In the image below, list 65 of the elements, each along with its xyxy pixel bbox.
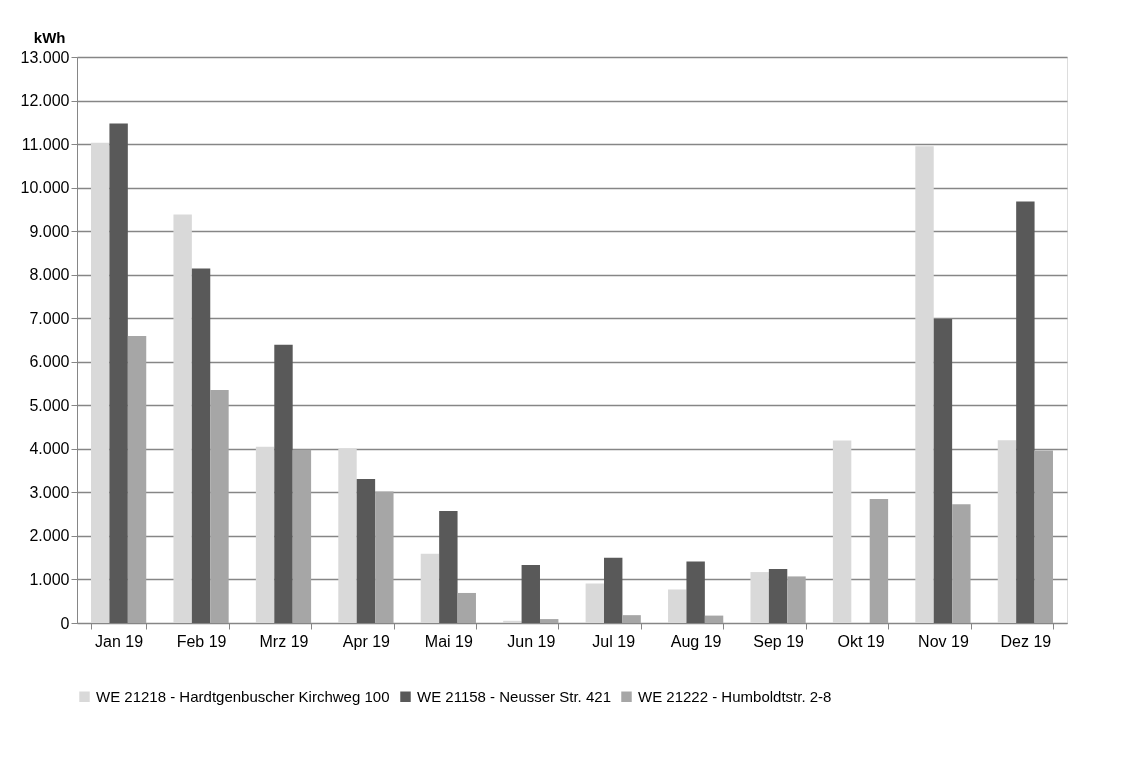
bar xyxy=(457,592,476,623)
y-tick-label: 8.000 xyxy=(29,266,70,284)
bar xyxy=(356,478,376,623)
x-tick-label: Mrz 19 xyxy=(259,632,309,650)
y-tick-label: 9.000 xyxy=(29,222,70,240)
bar xyxy=(622,615,641,623)
bar xyxy=(952,504,971,623)
bar xyxy=(704,615,724,623)
bar xyxy=(173,214,192,623)
bar xyxy=(915,146,934,623)
bar xyxy=(127,336,147,623)
bar xyxy=(521,565,540,623)
bar xyxy=(668,589,687,623)
bar xyxy=(997,440,1017,623)
legend-label: WE 21158 - Neusser Str. 421 xyxy=(417,687,611,705)
y-tick-label: 1.000 xyxy=(29,570,70,588)
bar xyxy=(338,448,357,623)
bar xyxy=(1034,450,1053,623)
x-tick-label: Mai 19 xyxy=(424,632,473,650)
bar xyxy=(869,498,889,623)
bar xyxy=(750,572,769,623)
bar xyxy=(255,446,275,623)
bar xyxy=(604,557,623,623)
bar xyxy=(420,553,440,623)
bar xyxy=(439,511,458,623)
x-tick-label: Jan 19 xyxy=(95,632,144,650)
bar xyxy=(585,583,605,623)
x-tick-label: Jul 19 xyxy=(592,632,636,650)
y-axis-title: kWh xyxy=(33,28,66,46)
y-tick-label: 0 xyxy=(60,614,70,632)
y-tick-label: 5.000 xyxy=(29,396,70,414)
bar xyxy=(832,440,852,623)
y-tick-label: 2.000 xyxy=(29,527,70,545)
bar xyxy=(768,569,788,623)
legend-label: WE 21218 - Hardtgenbuscher Kirchweg 100 xyxy=(96,687,390,705)
bar xyxy=(539,619,559,623)
y-tick-label: 12.000 xyxy=(20,92,70,110)
x-tick-label: Apr 19 xyxy=(342,632,391,650)
y-tick-label: 6.000 xyxy=(29,353,70,371)
y-tick-label: 13.000 xyxy=(20,48,70,66)
x-tick-label: Nov 19 xyxy=(918,632,969,650)
bar xyxy=(686,561,705,623)
x-tick-label: Aug 19 xyxy=(670,632,722,650)
y-tick-label: 11.000 xyxy=(21,135,70,153)
bar xyxy=(292,449,312,623)
bar xyxy=(274,344,293,623)
x-tick-label: Jun 19 xyxy=(507,632,556,650)
bar xyxy=(91,142,110,623)
y-tick-label: 3.000 xyxy=(29,483,70,501)
bar xyxy=(503,620,522,623)
bar xyxy=(109,123,128,623)
x-tick-label: Okt 19 xyxy=(837,632,885,650)
bar xyxy=(787,576,806,623)
y-tick-label: 4.000 xyxy=(29,440,70,458)
y-tick-label: 10.000 xyxy=(20,179,70,197)
x-tick-label: Feb 19 xyxy=(176,632,227,650)
bar xyxy=(210,390,229,623)
bar xyxy=(191,268,211,623)
x-tick-label: Sep 19 xyxy=(753,632,805,650)
x-tick-label: Dez 19 xyxy=(1000,632,1052,650)
bar xyxy=(1016,201,1035,623)
bar xyxy=(933,319,953,623)
y-tick-label: 7.000 xyxy=(29,309,70,327)
legend-label: WE 21222 - Humboldtstr. 2-8 xyxy=(638,687,832,705)
bar xyxy=(375,491,394,623)
